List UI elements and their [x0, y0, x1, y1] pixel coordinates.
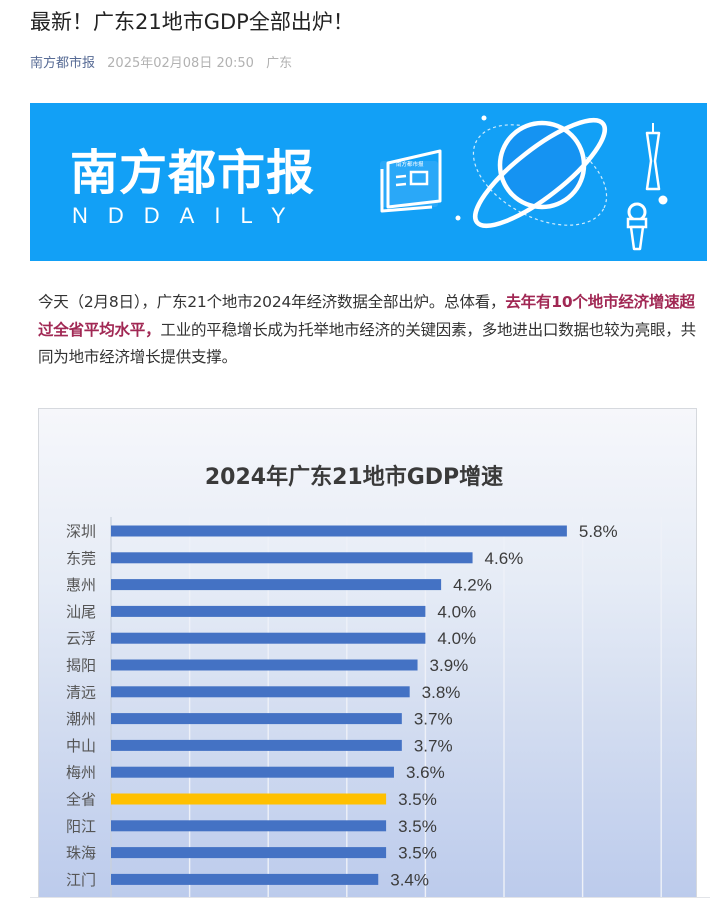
- article-meta: 南方都市报 2025年02月08日 20:50 广东: [30, 52, 292, 71]
- bar: [111, 873, 379, 885]
- value-label: 3.5%: [398, 790, 437, 809]
- bar-row: 东莞 4.6%: [66, 549, 523, 568]
- category-label: 全省: [66, 791, 96, 809]
- category-label: 珠海: [66, 844, 96, 862]
- bar: [111, 659, 418, 671]
- newspaper-icon-text: 南方都市报: [396, 160, 424, 168]
- bar: [111, 820, 387, 832]
- category-label: 梅州: [66, 764, 96, 782]
- category-label: 惠州: [66, 576, 96, 594]
- bar-row: 中山 3.7%: [66, 736, 453, 755]
- bar-row: 江门 3.4%: [66, 870, 429, 889]
- bar-highlight: [111, 793, 387, 805]
- category-label: 云浮: [66, 630, 96, 648]
- bar: [111, 713, 402, 725]
- value-label: 3.7%: [414, 736, 453, 755]
- category-label: 汕尾: [66, 603, 96, 621]
- gdp-growth-chart: 2024年广东21地市GDP增速 深圳 5.8% 东莞 4.6% 惠州 4.2% 汕尾 4.0…: [38, 408, 697, 897]
- bar-row: 阳江 3.5%: [66, 817, 437, 836]
- category-label: 阳江: [66, 817, 96, 835]
- bar: [111, 605, 426, 617]
- paragraph-text-1: 今天（2月8日），广东21个地市2024年经济数据全部出炉。总体看，: [38, 293, 506, 311]
- category-label: 江门: [66, 871, 96, 889]
- value-label: 4.6%: [485, 549, 524, 568]
- planet-icon: [455, 115, 668, 229]
- value-label: 5.8%: [579, 522, 618, 541]
- bar: [111, 632, 426, 644]
- category-label: 揭阳: [66, 657, 96, 675]
- value-label: 4.0%: [437, 629, 476, 648]
- value-label: 3.7%: [414, 710, 453, 729]
- value-label: 3.4%: [390, 870, 429, 889]
- bar: [111, 766, 394, 778]
- tower-icon: [645, 123, 661, 191]
- banner-brand-cn: 南方都市报: [70, 145, 316, 201]
- bar: [111, 847, 387, 859]
- bar-row: 惠州 4.2%: [66, 576, 492, 595]
- content-divider: [30, 897, 710, 898]
- value-label: 3.9%: [430, 656, 469, 675]
- bar-row: 珠海 3.5%: [66, 844, 437, 863]
- category-label: 潮州: [66, 710, 96, 728]
- chart-bars: 深圳 5.8% 东莞 4.6% 惠州 4.2% 汕尾 4.0% 云浮 4.0% 揭阳 3.9% 清远 3.…: [66, 522, 618, 889]
- value-label: 3.5%: [398, 817, 437, 836]
- bar-row: 云浮 4.0%: [66, 629, 476, 648]
- value-label: 4.0%: [437, 602, 476, 621]
- value-label: 3.5%: [398, 844, 437, 863]
- bar-row: 清远 3.8%: [66, 683, 460, 702]
- bar: [111, 739, 402, 751]
- bar: [111, 686, 410, 698]
- bar: [111, 552, 473, 564]
- bar-row: 汕尾 4.0%: [66, 602, 476, 621]
- category-label: 清远: [66, 683, 96, 701]
- bar-row: 梅州 3.6%: [66, 763, 445, 782]
- bar-row: 全省 3.5%: [66, 790, 437, 809]
- chart-canvas: 2024年广东21地市GDP增速 深圳 5.8% 东莞 4.6% 惠州 4.2% 汕尾 4.0…: [66, 464, 662, 897]
- bar-row: 揭阳 3.9%: [66, 656, 468, 675]
- value-label: 4.2%: [453, 576, 492, 595]
- banner-illustration: 南方都市报: [380, 115, 668, 251]
- bar-row: 深圳 5.8%: [66, 522, 618, 541]
- source-link[interactable]: 南方都市报: [30, 56, 96, 71]
- category-label: 深圳: [66, 523, 96, 541]
- publish-datetime: 2025年02月08日 20:50: [107, 56, 254, 71]
- bar: [111, 579, 442, 591]
- paragraph-highlight: 去年有10个地市经济增速超过全省平均水平，: [38, 293, 695, 339]
- value-label: 3.8%: [422, 683, 461, 702]
- bar: [111, 525, 567, 537]
- banner-brand-en: NDDAILY: [72, 203, 306, 228]
- chart-title: 2024年广东21地市GDP增速: [205, 464, 503, 490]
- chart-gridlines: [110, 517, 662, 897]
- paragraph-text-2: 工业的平稳增长成为托举地市经济的关键因素，多地进出口数据也较为亮眼，共同为地市经…: [38, 320, 696, 367]
- article-paragraph: 今天（2月8日），广东21个地市2024年经济数据全部出炉。总体看，去年有10个…: [38, 289, 702, 372]
- microphone-icon: [626, 202, 648, 251]
- newspaper-icon: 南方都市报: [380, 149, 442, 213]
- article-title: 最新！广东21地市GDP全部出炉！: [30, 10, 354, 34]
- category-label: 中山: [66, 737, 96, 755]
- value-label: 3.6%: [406, 763, 445, 782]
- nddaily-banner: 南方都市报 NDDAILY 南方都市报: [30, 103, 707, 261]
- bar-row: 潮州 3.7%: [66, 710, 453, 729]
- category-label: 东莞: [66, 549, 96, 567]
- publish-location: 广东: [266, 56, 293, 71]
